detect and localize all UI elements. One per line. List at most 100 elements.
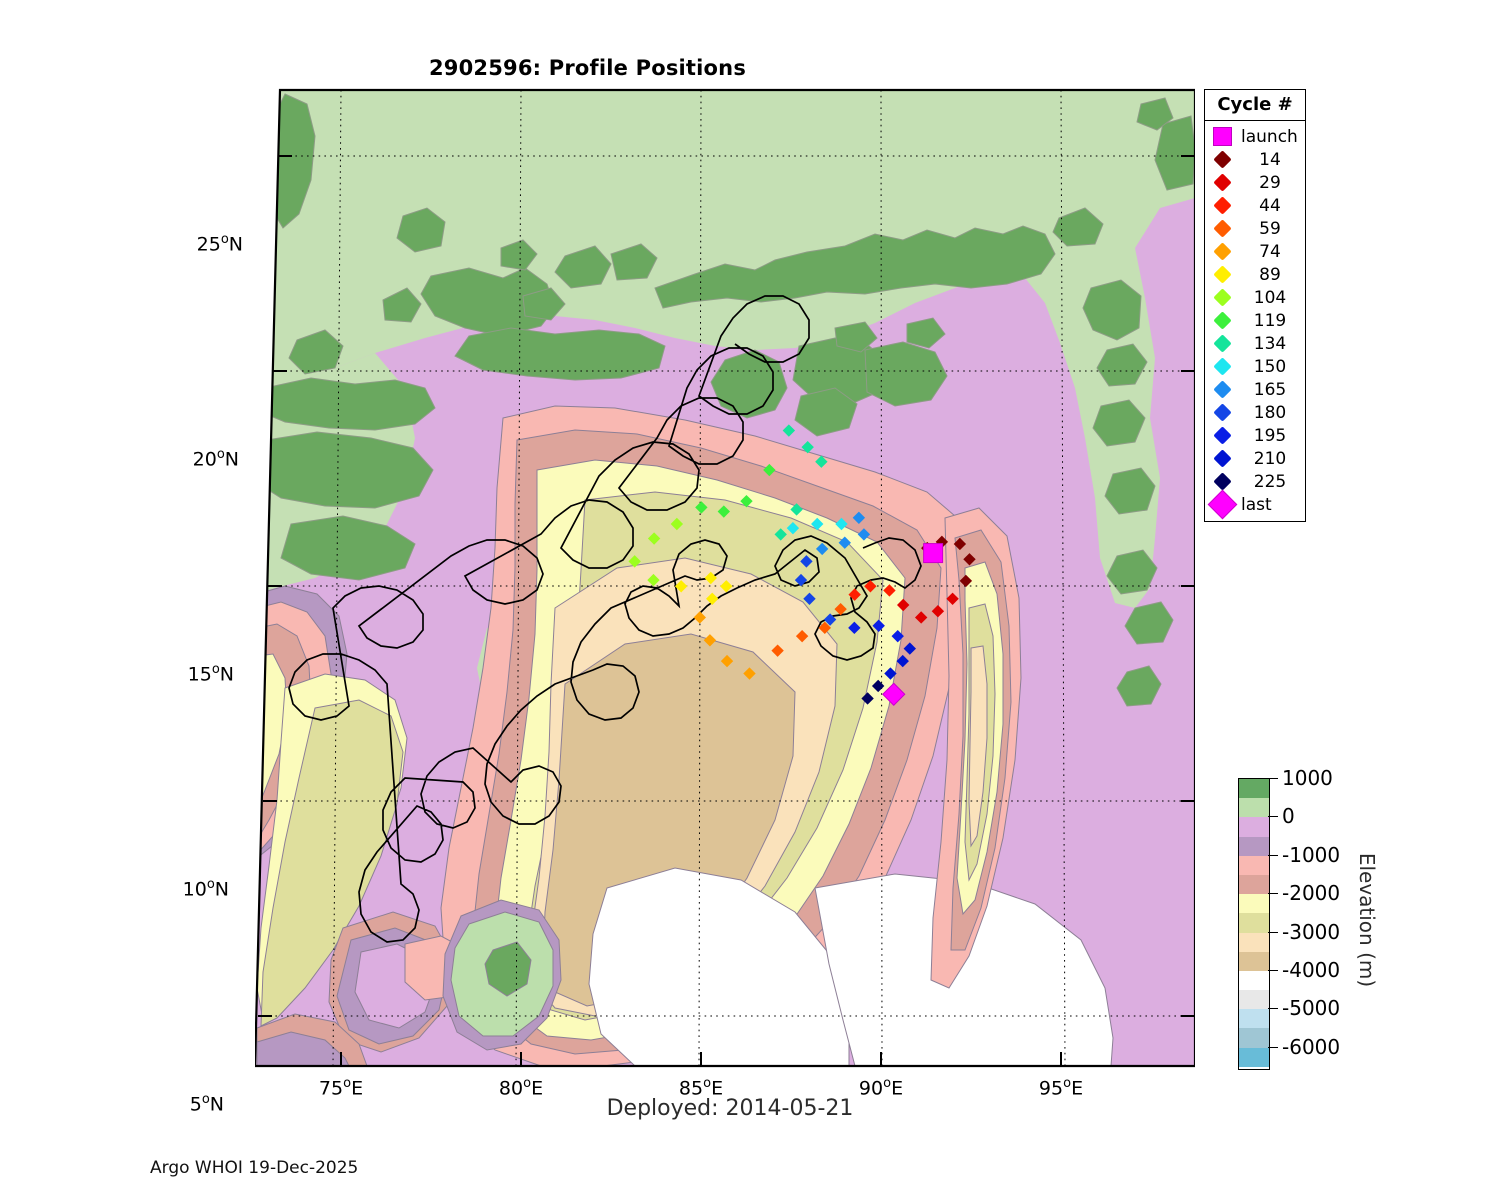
srilanka-shelf <box>442 899 562 1051</box>
profile-marker[interactable] <box>774 528 787 541</box>
profile-marker[interactable] <box>864 580 877 593</box>
profile-marker[interactable] <box>823 613 837 626</box>
deployed-caption: Deployed: 2014-05-21 <box>606 1096 854 1121</box>
legend-item-195[interactable]: 195 <box>1205 424 1305 447</box>
colorbar-band-0 <box>1239 817 1269 837</box>
legend-item-29[interactable]: 29 <box>1205 171 1305 194</box>
profile-marker[interactable] <box>703 634 717 647</box>
colorbar-band--1000 <box>1239 855 1269 875</box>
profile-marker[interactable] <box>740 494 753 508</box>
last-marker[interactable] <box>882 682 906 706</box>
cycle-legend[interactable]: Cycle # launch 14 29 44 59 74 89 104 119 134 150 16… <box>1204 89 1306 522</box>
profile-marker[interactable] <box>695 501 708 514</box>
colorbar-tick--3000 <box>1268 931 1278 933</box>
profile-marker[interactable] <box>763 463 776 477</box>
east-ridge-group <box>930 507 1022 989</box>
colorbar-band--5000 <box>1239 1009 1269 1029</box>
legend-item-59[interactable]: 59 <box>1205 217 1305 240</box>
legend-item-150[interactable]: 150 <box>1205 355 1305 378</box>
legend-item-last[interactable]: last <box>1205 489 1305 520</box>
profile-marker[interactable] <box>914 611 928 624</box>
profile-marker[interactable] <box>782 424 796 437</box>
legend-label-last: last <box>1241 494 1272 515</box>
profile-marker[interactable] <box>800 555 813 568</box>
legend-marker-165 <box>1205 380 1239 399</box>
launch-marker[interactable] <box>923 543 944 564</box>
profile-marker[interactable] <box>891 629 904 643</box>
colorbar-tick--6000 <box>1268 1046 1278 1048</box>
profile-marker[interactable] <box>903 642 916 655</box>
profile-marker[interactable] <box>704 571 717 585</box>
profile-marker[interactable] <box>790 503 803 516</box>
legend-marker-180 <box>1205 403 1239 422</box>
legend-marker-89 <box>1205 265 1239 284</box>
profile-marker[interactable] <box>771 644 784 657</box>
profile-marker[interactable] <box>838 536 851 549</box>
legend-item-225[interactable]: 225 <box>1205 470 1305 493</box>
profile-marker[interactable] <box>857 528 871 541</box>
page-title: 2902596: Profile Positions <box>428 56 747 80</box>
profile-marker[interactable] <box>801 440 814 454</box>
legend-item-14[interactable]: 14 <box>1205 148 1305 171</box>
profile-marker[interactable] <box>959 574 973 588</box>
legend-items[interactable]: launch 14 29 44 59 74 89 104 119 134 150 165 180 195 2… <box>1205 121 1305 521</box>
legend-marker-134 <box>1205 334 1239 353</box>
legend-marker-launch <box>1205 127 1239 146</box>
legend-label-74: 74 <box>1259 241 1281 262</box>
legend-label-119: 119 <box>1253 310 1287 331</box>
legend-item-180[interactable]: 180 <box>1205 401 1305 424</box>
profile-marker[interactable] <box>720 654 734 668</box>
profile-marker[interactable] <box>848 621 861 635</box>
legend-marker-59 <box>1205 219 1239 238</box>
legend-item-89[interactable]: 89 <box>1205 263 1305 286</box>
bathymetry-map[interactable] <box>255 88 1195 1068</box>
profile-marker[interactable] <box>818 621 831 635</box>
colorbar-band--4500 <box>1239 990 1269 1010</box>
profile-marker[interactable] <box>706 592 719 605</box>
colorbar-tick--1000 <box>1268 854 1278 856</box>
profile-marker[interactable] <box>871 679 885 693</box>
float-track[interactable] <box>288 295 922 943</box>
land-light-north <box>261 90 1195 608</box>
profile-marker[interactable] <box>953 537 967 551</box>
legend-item-134[interactable]: 134 <box>1205 332 1305 355</box>
colorbar-band--5500 <box>1239 1028 1269 1048</box>
colorbar-tick--5000 <box>1268 1008 1278 1010</box>
profile-markers[interactable] <box>628 424 976 705</box>
legend-label-134: 134 <box>1253 333 1287 354</box>
legend-label-225: 225 <box>1253 471 1287 492</box>
legend-item-165[interactable]: 165 <box>1205 378 1305 401</box>
profile-marker[interactable] <box>896 654 909 668</box>
legend-marker-44 <box>1205 196 1239 215</box>
colorbar-band--1500 <box>1239 874 1269 895</box>
profile-marker[interactable] <box>884 667 897 680</box>
colorbar-tick-1000 <box>1268 778 1278 779</box>
legend-item-119[interactable]: 119 <box>1205 309 1305 332</box>
profile-marker[interactable] <box>931 605 945 618</box>
legend-item-launch[interactable]: launch <box>1205 125 1305 148</box>
profile-marker[interactable] <box>861 692 874 705</box>
legend-item-104[interactable]: 104 <box>1205 286 1305 309</box>
legend-item-210[interactable]: 210 <box>1205 447 1305 470</box>
map-panel[interactable]: 25oN 20oN 15oN 10oN 5oN 75oE 80oE 85oE 9… <box>183 88 1195 1115</box>
map-frame <box>255 88 1195 1068</box>
legend-item-74[interactable]: 74 <box>1205 240 1305 263</box>
profile-marker[interactable] <box>872 619 885 632</box>
profile-marker[interactable] <box>815 542 829 556</box>
colorbar-band--2500 <box>1239 913 1269 933</box>
profile-marker[interactable] <box>786 521 800 535</box>
ytick-25n: 25oN <box>196 232 243 256</box>
elevation-colorbar[interactable] <box>1238 778 1270 1070</box>
legend-label-165: 165 <box>1253 379 1287 400</box>
profile-marker[interactable] <box>815 455 828 468</box>
profile-marker[interactable] <box>848 588 861 601</box>
colorbar-band-1000 <box>1239 779 1269 799</box>
profile-marker[interactable] <box>795 629 809 643</box>
profile-marker[interactable] <box>834 602 847 616</box>
legend-label-14: 14 <box>1259 149 1281 170</box>
colorbar-ticklabel--3000: -3000 <box>1282 919 1341 944</box>
profile-marker[interactable] <box>628 555 641 568</box>
profile-marker[interactable] <box>883 584 896 597</box>
profile-marker[interactable] <box>896 598 910 612</box>
legend-item-44[interactable]: 44 <box>1205 194 1305 217</box>
